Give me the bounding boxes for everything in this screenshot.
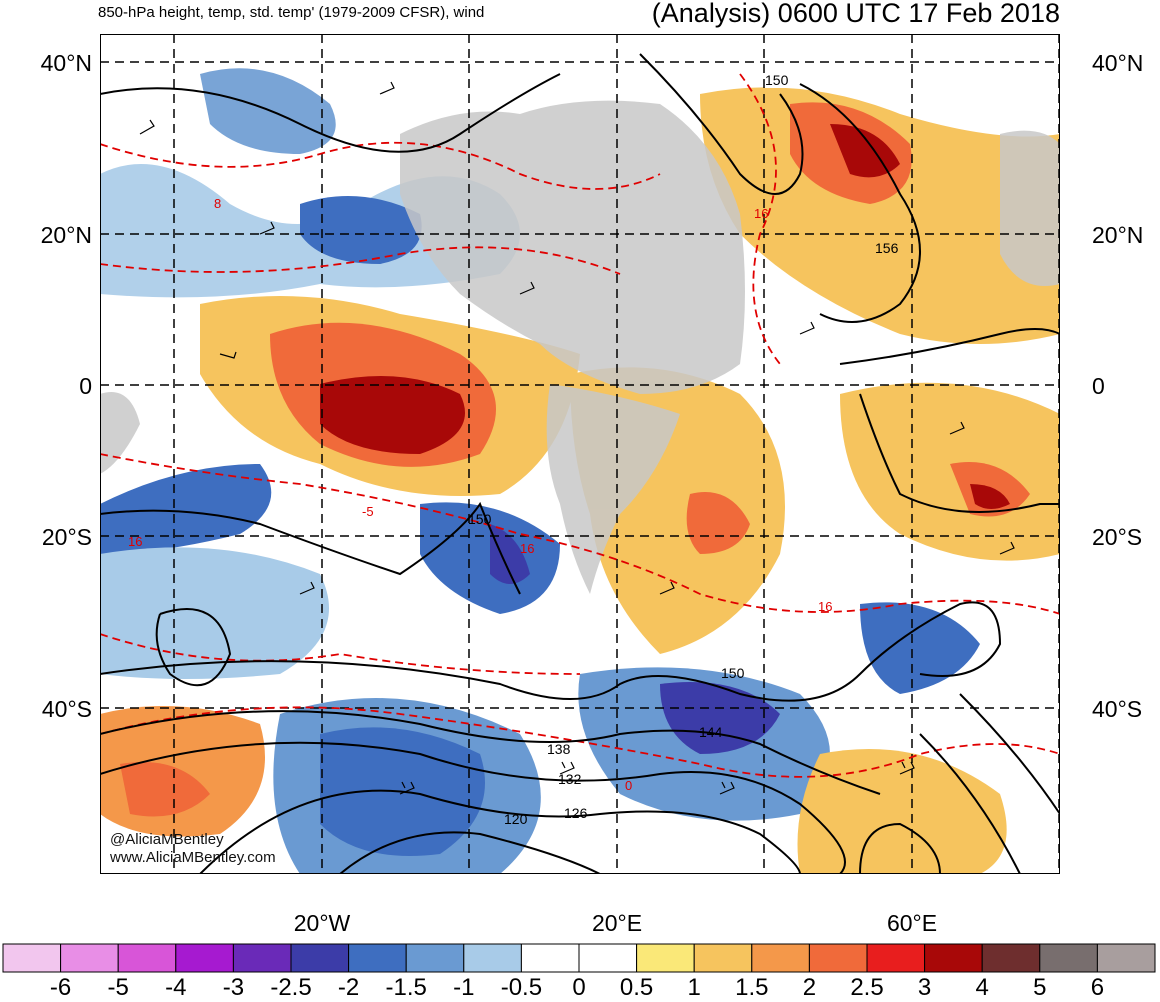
colorbar-swatch: [60, 943, 119, 973]
lon-label-20e: 20°E: [591, 910, 643, 936]
map-subtitle: 850-hPa height, temp, std. temp' (1979-2…: [98, 4, 485, 21]
africa-south-landmass: [546, 384, 680, 594]
colorbar-tick-label: -4: [165, 974, 187, 1001]
colorbar-swatch: [808, 943, 868, 973]
lat-label-20n-left: 20°N: [40, 222, 92, 248]
lon-label-20w: 20°W: [293, 910, 351, 936]
colorbar-swatch: [636, 943, 695, 973]
colorbar-swatch: [924, 943, 983, 973]
colorbar-tick-label: -1.5: [385, 974, 427, 1001]
colorbar-tick-label: 6: [1090, 974, 1105, 1001]
colorbar-tick-label: 5: [1033, 974, 1047, 1001]
colorbar-tick-label: 3: [917, 974, 932, 1001]
south-america-landmass: [100, 392, 140, 474]
colorbar-tick-label: -5: [107, 974, 129, 1001]
wind-barbs: [139, 81, 1015, 795]
lat-label-20n-right: 20°N: [1092, 222, 1144, 248]
colorbar-tick-label: 4: [975, 974, 989, 1001]
colorbar-swatch: [693, 943, 753, 973]
colorbar-tick-label: -2: [337, 974, 360, 1001]
temperature-contours: [100, 73, 1060, 778]
colorbar-swatch: [175, 943, 234, 973]
map-title: (Analysis) 0600 UTC 17 Feb 2018: [651, 0, 1060, 28]
colorbar-swatch: [1096, 943, 1156, 973]
colorbar-swatch: [405, 943, 465, 973]
colorbar-tick-label: 0.5: [619, 974, 654, 1001]
colorbar-swatch: [866, 943, 926, 973]
colorbar-tick-label: 1: [687, 974, 701, 1001]
anomaly-colorbar: [2, 943, 1156, 973]
lat-label-40s-right: 40°S: [1092, 696, 1143, 722]
lat-label-20s-left: 20°S: [41, 524, 92, 550]
colorbar-swatch: [463, 943, 522, 973]
colorbar-tick-label: 1.5: [735, 974, 769, 1001]
colorbar-tick-label: -3: [222, 974, 245, 1001]
colorbar-tick-label: -0.5: [500, 974, 543, 1001]
lon-label-60e: 60°E: [886, 910, 938, 936]
colorbar-tick-label: -2.5: [270, 974, 312, 1001]
colorbar-tick-label: -6: [49, 974, 72, 1001]
colorbar-swatch: [1039, 943, 1098, 973]
colorbar-swatch: [751, 943, 810, 973]
lat-label-40n-right: 40°N: [1092, 50, 1144, 76]
colorbar-tick-label: 0: [572, 974, 586, 1001]
weather-map: [100, 34, 1060, 874]
colorbar-swatch: [578, 943, 638, 973]
colorbar-tick-label: -1: [453, 974, 475, 1001]
colorbar-swatch: [232, 943, 292, 973]
height-contours: [100, 53, 1060, 874]
colorbar-swatch: [520, 943, 580, 973]
colorbar-swatch: [981, 943, 1041, 973]
lat-label-40n-left: 40°N: [40, 50, 92, 76]
colorbar-tick-label: 2.5: [850, 974, 884, 1001]
colorbar-swatch: [117, 943, 177, 973]
colorbar-tick-label: 2: [802, 974, 817, 1001]
temperature-anomaly-shading: [100, 68, 1060, 874]
lat-label-40s-left: 40°S: [41, 696, 92, 722]
asia-landmass: [1000, 130, 1060, 286]
colorbar-swatch: [290, 943, 350, 973]
lat-label-0-right: 0: [1092, 373, 1105, 399]
map-frame: [100, 34, 1060, 874]
lat-label-0-left: 0: [79, 373, 92, 399]
colorbar-swatch: [348, 943, 407, 973]
colorbar-swatch: [2, 943, 62, 973]
lat-label-20s-right: 20°S: [1092, 524, 1143, 550]
